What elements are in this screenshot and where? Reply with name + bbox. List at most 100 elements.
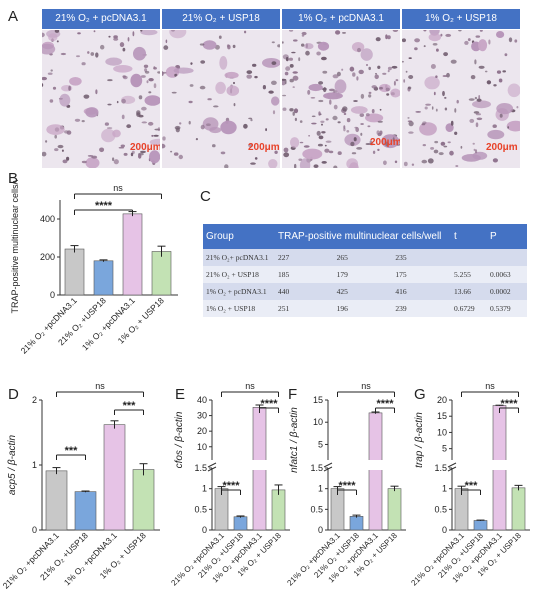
- cell: [282, 94, 287, 97]
- table-cell: 196: [333, 300, 393, 317]
- cell: [268, 90, 274, 94]
- cell: [213, 105, 219, 108]
- cell: [83, 94, 90, 99]
- cell: [350, 141, 355, 147]
- cell: [372, 150, 376, 154]
- y-tick-label: 1: [442, 484, 447, 494]
- y-axis-label: cfos / β-actin: [174, 411, 185, 468]
- cell: [303, 145, 310, 148]
- cell: [469, 118, 475, 123]
- cell: [434, 140, 439, 144]
- cell: [317, 143, 323, 147]
- cell: [188, 120, 191, 125]
- cell: [321, 161, 327, 164]
- cell: [444, 96, 447, 99]
- cell: [244, 30, 247, 34]
- cell: [212, 144, 216, 148]
- significance-label: ns: [95, 381, 105, 391]
- cell: [81, 120, 85, 123]
- table-header-cell: t: [451, 224, 487, 249]
- cell: [308, 83, 323, 92]
- cell: [408, 57, 412, 59]
- cell: [496, 31, 505, 38]
- cell: [292, 111, 295, 116]
- cell: [106, 127, 113, 129]
- cell: [163, 45, 169, 50]
- cell: [402, 38, 406, 43]
- cell: [375, 37, 381, 42]
- cell: [130, 152, 134, 157]
- table-cell: 179: [333, 266, 393, 283]
- bar-break: [252, 460, 267, 470]
- table-cell: 440: [275, 283, 334, 300]
- cell: [474, 59, 477, 65]
- cell: [122, 47, 126, 52]
- cell: [359, 113, 365, 117]
- cell: [68, 85, 71, 91]
- cell: [308, 135, 310, 137]
- cell: [113, 37, 119, 41]
- cell: [224, 164, 229, 168]
- cell: [392, 30, 399, 32]
- cell: [113, 65, 133, 73]
- panel-label-g: G: [414, 386, 426, 403]
- y-tick-label: 10: [313, 417, 323, 427]
- cell: [478, 65, 485, 69]
- image-header-1: 21% O₂ + pcDNA3.1: [42, 9, 160, 29]
- cell: [200, 124, 205, 130]
- cell: [472, 100, 491, 109]
- cell: [375, 73, 377, 75]
- table-cell: 0.0002: [487, 283, 527, 300]
- y-tick-label: 0: [318, 525, 323, 535]
- cell: [271, 41, 275, 44]
- y-tick-label: 10: [437, 427, 447, 437]
- cell: [358, 69, 364, 75]
- cell: [414, 47, 418, 51]
- cell: [146, 80, 149, 84]
- cell: [122, 75, 128, 80]
- cell: [387, 66, 392, 71]
- y-axis-label: acp5 / β-actin: [7, 434, 18, 495]
- cell: [386, 93, 390, 96]
- cell: [504, 53, 508, 57]
- cell: [431, 106, 434, 110]
- cell: [138, 95, 143, 100]
- cell: [262, 58, 280, 68]
- cell: [356, 147, 363, 150]
- cell: [248, 143, 253, 148]
- cell: [387, 69, 390, 73]
- cell: [289, 108, 294, 112]
- cell: [101, 128, 116, 143]
- cell: [342, 106, 348, 112]
- cell: [425, 103, 431, 106]
- cell: [233, 81, 235, 85]
- cell: [341, 68, 344, 71]
- cell: [282, 80, 286, 86]
- cell: [59, 93, 71, 107]
- bar-break: [492, 460, 507, 470]
- cell: [288, 57, 293, 61]
- cell: [202, 40, 217, 50]
- cell: [233, 103, 236, 107]
- cell: [321, 131, 326, 134]
- significance-label: ns: [485, 381, 495, 391]
- cell: [435, 108, 438, 112]
- cell: [284, 71, 289, 76]
- cell: [502, 70, 506, 73]
- cell: [108, 35, 111, 38]
- cell: [449, 150, 454, 156]
- cell: [254, 157, 258, 160]
- cell: [407, 86, 412, 90]
- cell: [377, 120, 383, 123]
- cell: [56, 40, 59, 43]
- cell: [46, 124, 65, 135]
- cell: [337, 121, 341, 124]
- scale-bar-label: 200μm: [370, 137, 400, 148]
- table-cell: 0.6729: [451, 300, 487, 317]
- significance-label: ****: [338, 480, 356, 492]
- cell: [252, 63, 257, 67]
- cell: [390, 88, 400, 98]
- cell: [323, 92, 343, 100]
- cell: [282, 107, 287, 111]
- cell: [133, 46, 146, 61]
